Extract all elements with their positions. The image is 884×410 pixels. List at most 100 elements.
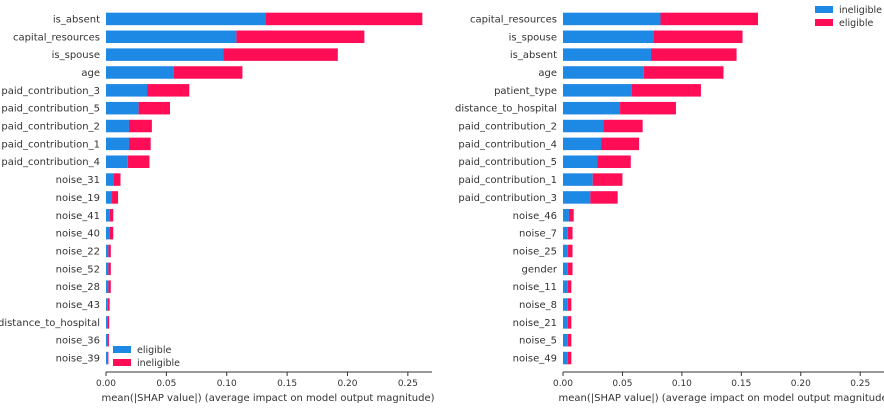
feature-row: distance_to_hospital <box>0 316 110 329</box>
bar-ineligible <box>563 101 621 115</box>
legend-swatch-ineligible <box>815 6 833 13</box>
bar-ineligible <box>108 244 111 258</box>
bar-eligible <box>567 244 573 258</box>
legend-swatch-eligible <box>815 19 833 26</box>
feature-label: noise_52 <box>56 264 100 275</box>
feature-row: is_spouse <box>52 48 338 61</box>
bar-ineligible <box>563 298 568 311</box>
feature-label: noise_25 <box>513 246 557 257</box>
bar-ineligible <box>563 226 568 240</box>
bar-ineligible <box>112 191 119 204</box>
bar-ineligible <box>563 316 568 329</box>
bar-eligible <box>567 298 572 311</box>
bar-eligible <box>567 351 572 365</box>
feature-row: paid_contribution_1 <box>458 173 623 186</box>
bar-eligible <box>643 66 724 79</box>
bar-ineligible <box>173 66 243 79</box>
bar-eligible <box>106 333 108 347</box>
feature-label: noise_41 <box>56 211 100 222</box>
bar-eligible <box>592 173 623 186</box>
x-tick-label: 0.00 <box>553 379 573 389</box>
bar-ineligible <box>563 191 591 204</box>
legend-swatch-ineligible <box>113 359 131 366</box>
feature-label: is_spouse <box>509 32 557 43</box>
legend: eligible ineligible <box>113 345 180 369</box>
bar-ineligible <box>563 262 568 276</box>
bar-ineligible <box>563 280 568 293</box>
feature-label: paid_contribution_5 <box>1 104 100 115</box>
feature-label: is_absent <box>510 50 557 61</box>
feature-row: noise_22 <box>56 244 111 258</box>
feature-label: noise_11 <box>513 282 557 293</box>
feature-label: paid_contribution_1 <box>1 139 100 150</box>
bar-ineligible <box>563 48 651 61</box>
feature-label: patient_type <box>494 86 557 97</box>
feature-row: noise_31 <box>56 173 121 186</box>
feature-row: paid_contribution_5 <box>458 155 631 168</box>
bar-ineligible <box>108 262 111 276</box>
feature-label: noise_8 <box>519 300 557 311</box>
feature-row: noise_36 <box>56 333 109 347</box>
feature-label: noise_46 <box>513 211 557 222</box>
feature-label: noise_39 <box>56 354 100 365</box>
feature-label: noise_31 <box>56 175 100 186</box>
bar-eligible <box>106 84 148 97</box>
feature-row: paid_contribution_5 <box>1 101 170 115</box>
bar-eligible <box>653 30 743 44</box>
feature-label: noise_49 <box>513 354 557 365</box>
feature-row: noise_21 <box>513 316 572 329</box>
feature-label: age <box>81 68 100 79</box>
bar-eligible <box>567 226 573 240</box>
x-tick-label: 0.10 <box>672 379 692 389</box>
feature-label: noise_19 <box>56 193 100 204</box>
bar-ineligible <box>147 84 190 97</box>
x-tick-label: 0.15 <box>277 379 297 389</box>
bar-ineligible <box>265 12 423 26</box>
feature-row: paid_contribution_3 <box>458 191 618 204</box>
feature-label: is_spouse <box>52 50 100 61</box>
bar-eligible <box>597 155 631 168</box>
bar-eligible <box>590 191 618 204</box>
x-axis-label: mean(|SHAP value|) (average impact on mo… <box>558 393 884 404</box>
bar-eligible <box>106 351 108 365</box>
feature-row: noise_7 <box>519 226 573 240</box>
legend: ineligible eligible <box>815 5 882 29</box>
bar-eligible <box>106 191 113 204</box>
bar-ineligible <box>563 30 654 44</box>
feature-label: paid_contribution_4 <box>1 157 100 168</box>
bar-eligible <box>106 119 129 133</box>
bar-eligible <box>106 155 128 168</box>
bar-ineligible <box>563 66 644 79</box>
bar-eligible <box>106 226 110 240</box>
bar-ineligible <box>108 280 111 293</box>
feature-row: capital_resources <box>13 30 365 44</box>
bar-eligible <box>106 209 110 222</box>
bar-ineligible <box>563 333 568 347</box>
bar-ineligible <box>563 209 569 222</box>
bar-eligible <box>660 12 758 26</box>
feature-row: paid_contribution_4 <box>458 137 640 150</box>
bar-eligible <box>567 262 573 276</box>
feature-row: distance_to_hospital <box>455 101 676 115</box>
legend-swatch-eligible <box>113 346 131 353</box>
feature-label: paid_contribution_2 <box>1 122 100 133</box>
feature-row: noise_5 <box>519 333 572 347</box>
feature-row: noise_11 <box>513 280 572 293</box>
feature-row: noise_49 <box>513 351 572 365</box>
feature-row: is_absent <box>510 48 737 61</box>
bar-ineligible <box>236 30 365 44</box>
bar-eligible <box>106 316 108 329</box>
x-tick-label: 0.20 <box>791 379 811 389</box>
feature-row: age <box>81 66 243 79</box>
bar-ineligible <box>127 155 150 168</box>
feature-label: noise_40 <box>56 229 100 240</box>
feature-label: paid_contribution_1 <box>458 175 557 186</box>
bar-eligible <box>603 119 643 133</box>
feature-label: noise_5 <box>519 336 557 347</box>
bar-eligible <box>620 101 676 115</box>
feature-row: patient_type <box>494 84 701 97</box>
feature-row: age <box>538 66 724 79</box>
bar-ineligible <box>563 173 593 186</box>
